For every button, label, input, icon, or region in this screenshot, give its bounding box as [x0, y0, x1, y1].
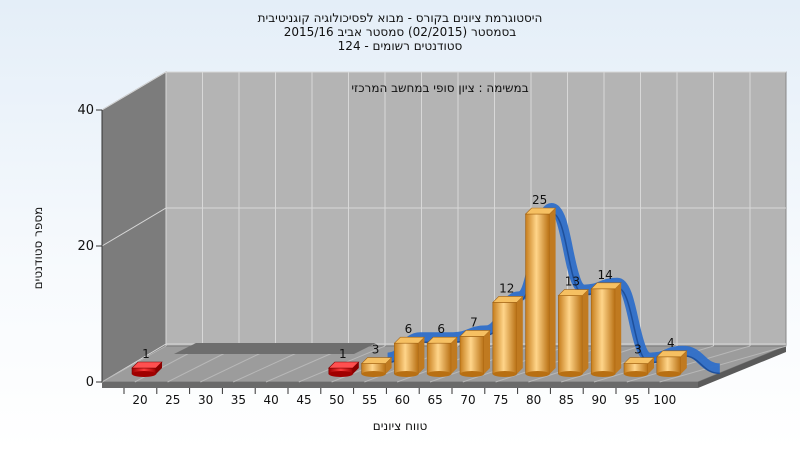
x-tick-label: 65: [428, 393, 443, 407]
bar-base: [427, 371, 452, 377]
title-line-1: היסטוגרמת ציונים בקורס - מבוא לפסיכולוגי…: [258, 11, 543, 25]
bar-base: [558, 371, 583, 377]
bar: 6: [393, 322, 426, 377]
y-tick-label: 20: [77, 239, 94, 254]
bar-base: [394, 371, 419, 377]
x-tick-label: 100: [653, 393, 676, 407]
x-tick-label: 25: [165, 393, 180, 407]
y-tick-label: 0: [86, 375, 94, 390]
bar-value-label: 1: [339, 347, 347, 361]
floor-gridline: [659, 345, 787, 383]
bar-value-label: 6: [405, 322, 413, 336]
bar: 4: [656, 336, 688, 377]
bar-side: [615, 282, 622, 374]
bar-value-label: 3: [634, 343, 642, 357]
bar-side: [451, 337, 458, 374]
floor-gridline: [626, 345, 751, 383]
bar-body: [426, 342, 452, 375]
x-tick-label: 80: [526, 393, 541, 407]
x-tick-label: 20: [132, 393, 147, 407]
bar-side: [484, 330, 490, 374]
floor-gridline: [101, 345, 167, 383]
x-tick-label: 40: [264, 393, 279, 407]
title-line-2: בסמסטר (02/2015) סמסטר אביב 2015/16: [284, 25, 516, 39]
bar: 14: [590, 268, 622, 377]
bar-base: [591, 371, 616, 377]
bar-body: [525, 213, 550, 375]
bar-body: [459, 336, 485, 375]
bar-side: [418, 337, 425, 374]
x-tick-label: 50: [329, 393, 344, 407]
bar-body: [558, 295, 583, 375]
floor-front-edge: [102, 382, 698, 388]
bar-base: [132, 371, 156, 377]
bar-value-label: 6: [437, 322, 445, 336]
x-tick-label: 30: [198, 393, 213, 407]
x-tick-label: 35: [231, 393, 246, 407]
bar-side: [549, 208, 556, 374]
bar-side: [516, 296, 523, 374]
x-tick-label: 95: [624, 393, 639, 407]
bar-value-label: 13: [565, 275, 580, 289]
bar-value-label: 3: [372, 343, 380, 357]
back-wall: [165, 71, 787, 347]
bar: 13: [557, 275, 590, 377]
bar: 3: [623, 343, 655, 377]
bar-body: [590, 288, 616, 375]
x-tick-label: 55: [362, 393, 377, 407]
x-tick-label: 60: [395, 393, 410, 407]
empty-range-band: [174, 343, 376, 354]
bar-base: [492, 371, 517, 377]
x-axis-ticks: 20 25 30 35 40 45 50 55 60 65 70 75 80 85 90 95 100: [123, 388, 676, 407]
bar-value-label: 4: [667, 336, 675, 350]
bar-base: [656, 371, 681, 377]
x-axis-label: טווח ציונים: [373, 419, 428, 433]
bar-base: [460, 371, 484, 377]
bar-side: [582, 289, 589, 374]
bar: 1: [131, 347, 163, 377]
bar: 25: [524, 193, 557, 377]
bar-side: [648, 357, 654, 374]
bar-side: [385, 357, 392, 374]
x-tick-label: 85: [559, 393, 574, 407]
bar-base: [624, 371, 648, 377]
bar: 3: [360, 343, 393, 377]
bar-base: [525, 371, 550, 377]
bar-value-label: 1: [142, 347, 150, 361]
bar-base: [328, 371, 353, 377]
x-tick-label: 75: [493, 393, 508, 407]
bar-value-label: 12: [499, 281, 514, 295]
bar-value-label: 7: [470, 315, 478, 329]
bar: 7: [459, 315, 491, 377]
chart-title: היסטוגרמת ציונים בקורס - מבוא לפסיכולוגי…: [258, 11, 543, 53]
bar-value-label: 14: [598, 268, 613, 282]
bar-body: [394, 342, 419, 375]
bar-value-label: 25: [532, 193, 547, 207]
y-tick-label: 40: [77, 103, 94, 118]
bar-base: [361, 371, 386, 377]
chart-subtitle: במשימה : ציון סופי במחשב המרכזי: [351, 81, 528, 95]
y-axis-label: מספר סטודנטים: [31, 207, 45, 290]
bar-side: [352, 362, 359, 374]
bar-side: [680, 350, 687, 374]
title-line-3: סטודנטים רשומים - 124: [338, 39, 463, 53]
y-axis-ticks: 0 20 40: [77, 103, 102, 390]
floor-right-edge: [698, 346, 786, 388]
bar-side: [156, 362, 162, 374]
bar: 1: [328, 347, 360, 377]
x-tick-label: 70: [460, 393, 475, 407]
bar: 12: [492, 281, 524, 377]
x-tick-label: 45: [296, 393, 311, 407]
bar-body: [492, 302, 518, 375]
bar: 6: [426, 322, 458, 377]
x-tick-label: 90: [592, 393, 607, 407]
